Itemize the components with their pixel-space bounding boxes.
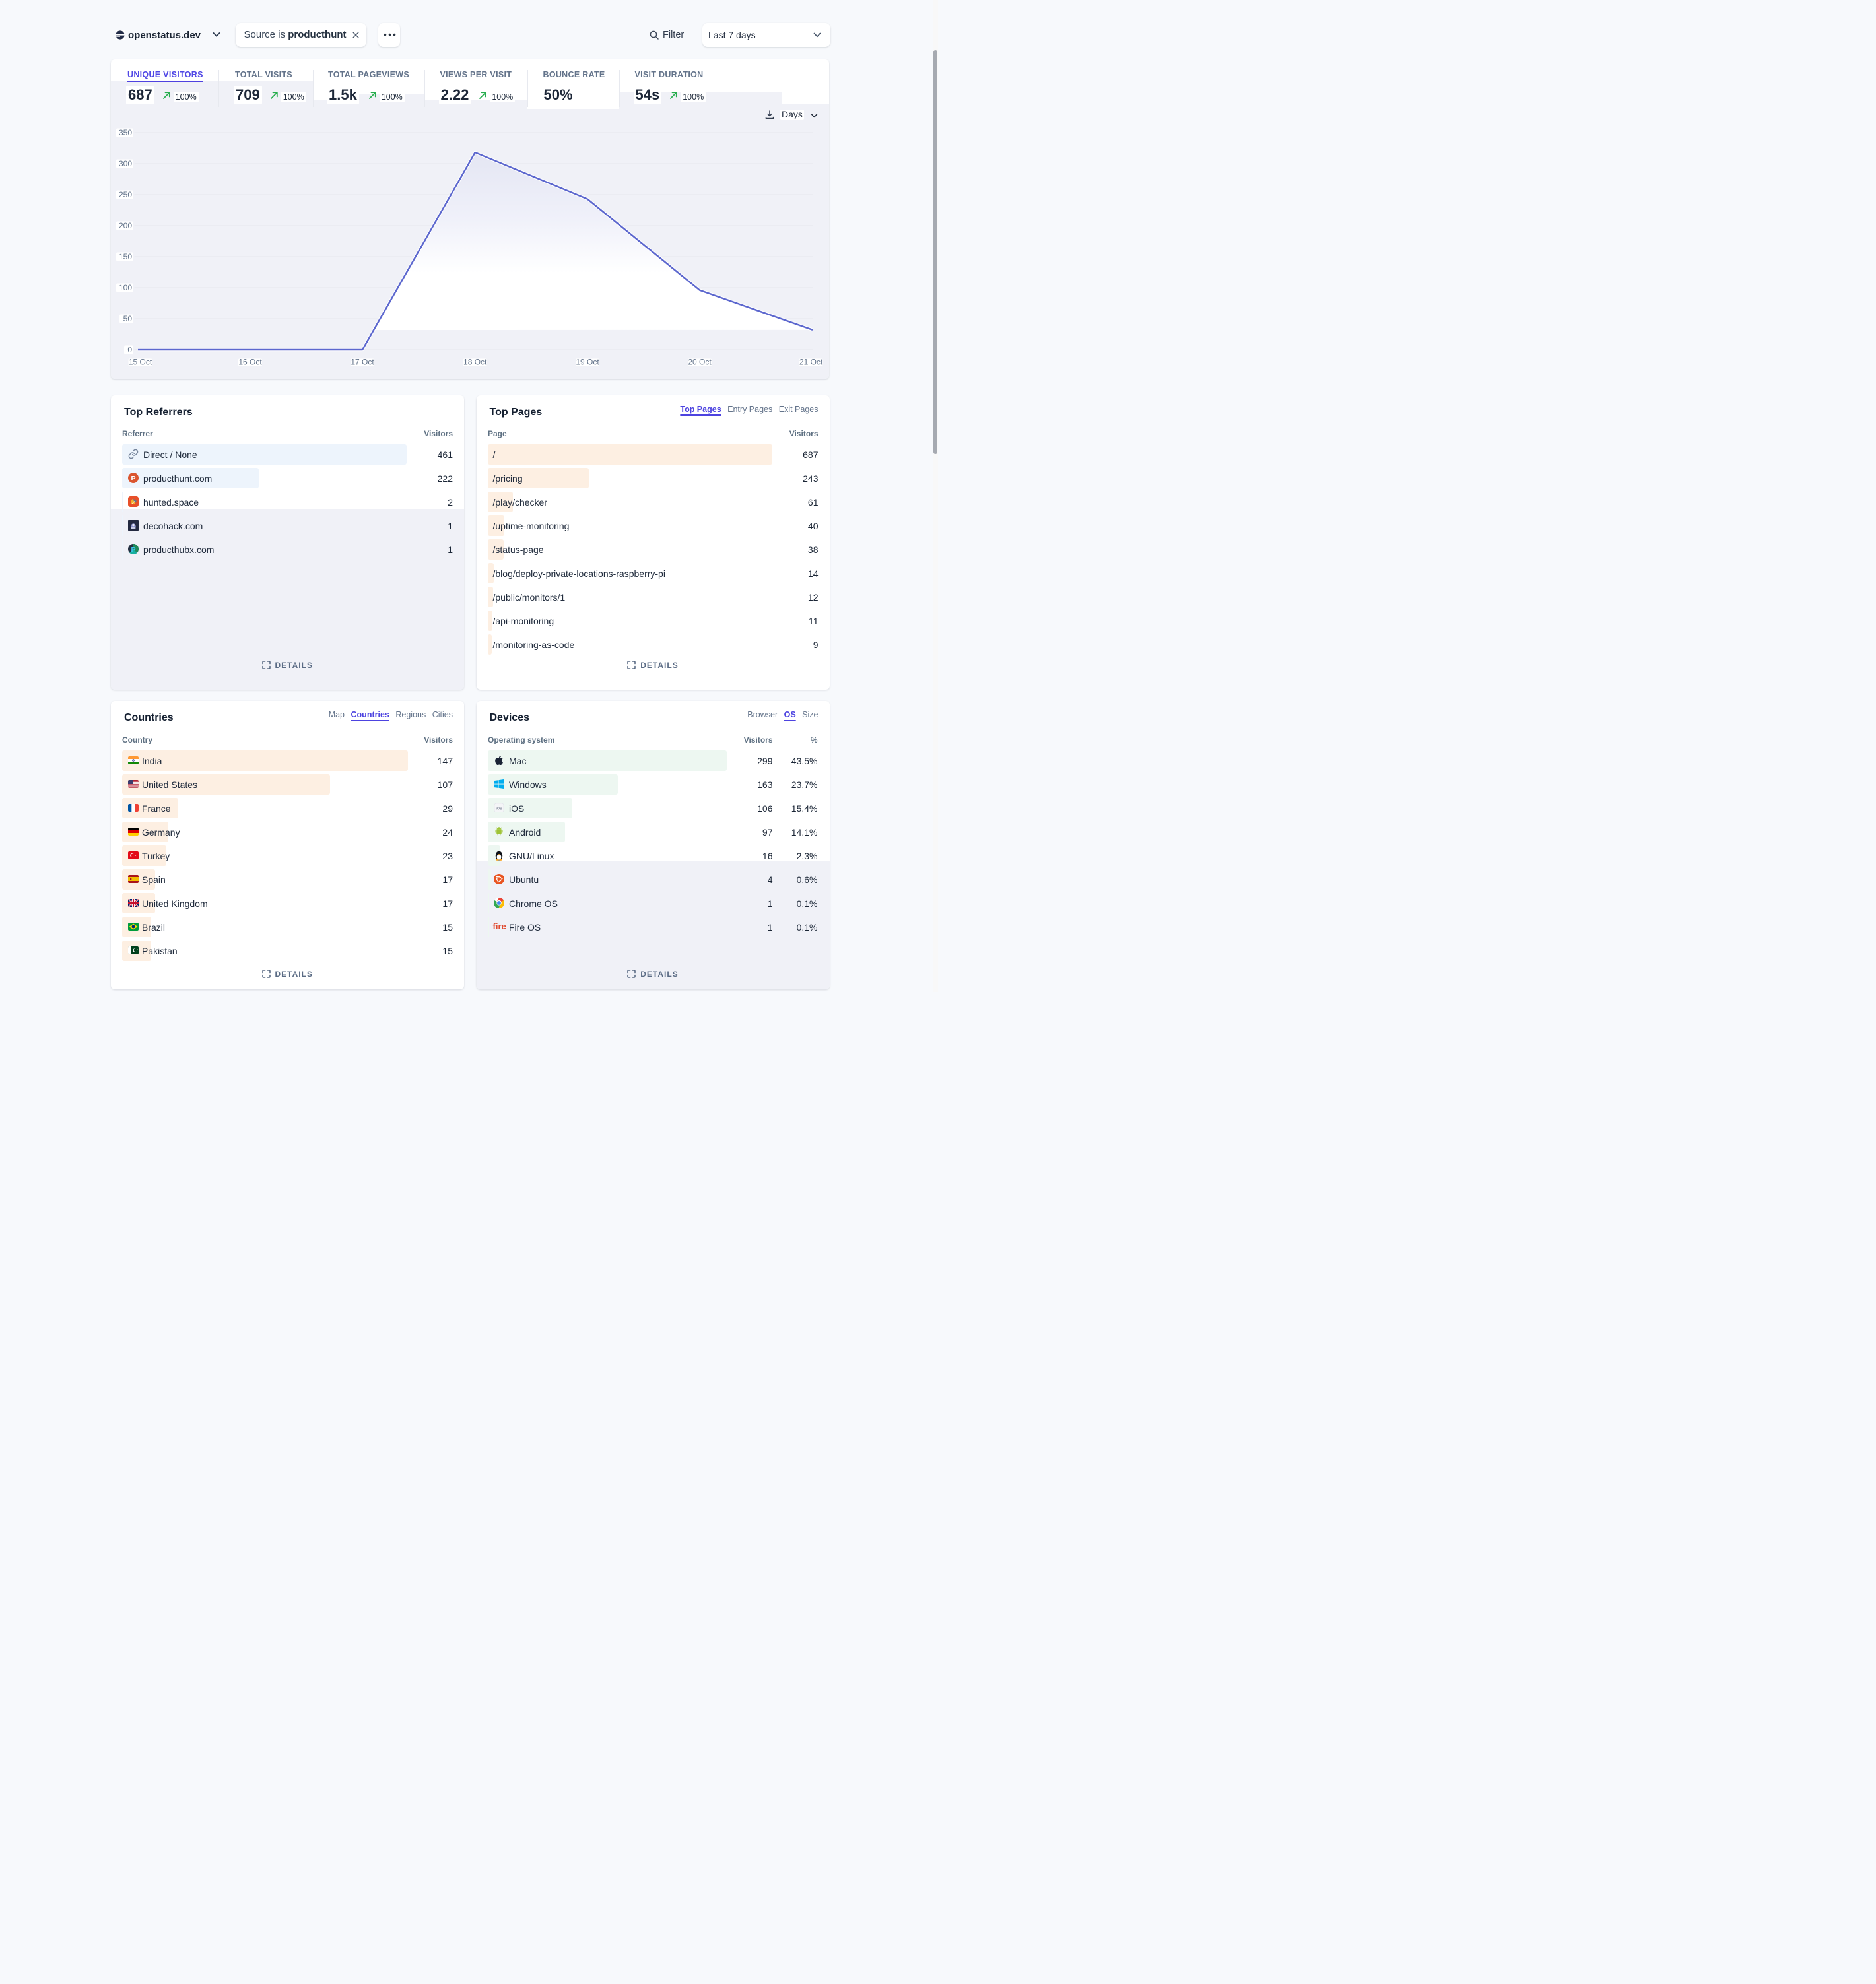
svg-text:300: 300 [119,159,132,168]
svg-text:350: 350 [119,128,132,137]
svg-text:50: 50 [123,314,133,323]
svg-text:19 Oct: 19 Oct [576,358,599,367]
svg-text:P: P [131,546,135,554]
svg-text:15 Oct: 15 Oct [129,358,152,367]
svg-text:17 Oct: 17 Oct [351,358,374,367]
svg-text:iOS: iOS [496,807,502,810]
svg-text:250: 250 [119,190,132,199]
svg-text:P: P [131,475,135,482]
svg-text:16 Oct: 16 Oct [238,358,262,367]
svg-text:200: 200 [119,221,132,230]
svg-text:0: 0 [127,345,132,354]
svg-text:20 Oct: 20 Oct [688,358,712,367]
svg-text:21 Oct: 21 Oct [799,358,823,367]
svg-text:100: 100 [119,283,132,292]
svg-text:150: 150 [119,252,132,261]
svg-text:18 Oct: 18 Oct [463,358,487,367]
